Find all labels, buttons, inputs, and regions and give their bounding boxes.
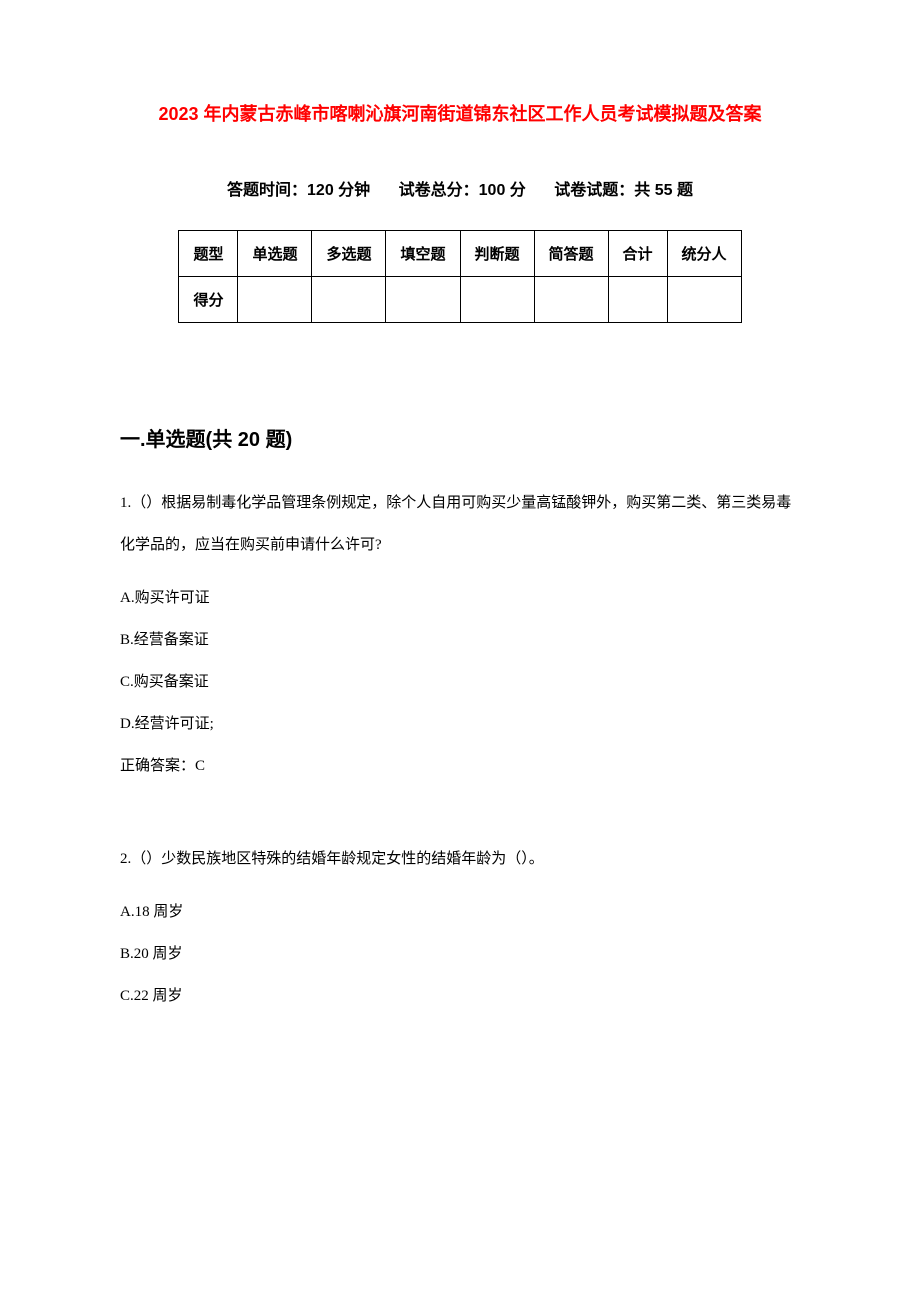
question-option: D.经营许可证; [120,712,800,736]
header-row-label: 题型 [179,231,238,277]
column-header: 多选题 [312,231,386,277]
document-title: 2023 年内蒙古赤峰市喀喇沁旗河南街道锦东社区工作人员考试模拟题及答案 [120,100,800,126]
question-option: B.经营备案证 [120,628,800,652]
question-count-label: 试卷试题：共 55 题 [554,182,693,199]
score-cell [312,277,386,323]
table-header-row: 题型 单选题 多选题 填空题 判断题 简答题 合计 统分人 [179,231,741,277]
score-cell [608,277,667,323]
question-option: A.购买许可证 [120,586,800,610]
column-header: 简答题 [534,231,608,277]
column-header: 统分人 [667,231,741,277]
question-option: C.22 周岁 [120,984,800,1008]
score-cell [386,277,460,323]
column-header: 判断题 [460,231,534,277]
score-cell [534,277,608,323]
table-score-row: 得分 [179,277,741,323]
question-text: 1.（）根据易制毒化学品管理条例规定，除个人自用可购买少量高锰酸钾外，购买第二类… [120,482,800,566]
question-number: 1. [120,495,131,511]
question-option: B.20 周岁 [120,942,800,966]
score-cell [460,277,534,323]
time-label: 答题时间：120 分钟 [227,182,370,199]
score-table: 题型 单选题 多选题 填空题 判断题 简答题 合计 统分人 得分 [178,230,741,323]
column-header: 填空题 [386,231,460,277]
question-body: （）少数民族地区特殊的结婚年龄规定女性的结婚年龄为（）。 [131,851,544,867]
score-cell [667,277,741,323]
column-header: 单选题 [238,231,312,277]
question-text: 2.（）少数民族地区特殊的结婚年龄规定女性的结婚年龄为（）。 [120,838,800,880]
score-cell [238,277,312,323]
question-option: C.购买备案证 [120,670,800,694]
document-subtitle: 答题时间：120 分钟 试卷总分：100 分 试卷试题：共 55 题 [120,176,800,200]
score-row-label: 得分 [179,277,238,323]
question-number: 2. [120,851,131,867]
question-body: （）根据易制毒化学品管理条例规定，除个人自用可购买少量高锰酸钾外，购买第二类、第… [120,495,791,553]
question-block: 2.（）少数民族地区特殊的结婚年龄规定女性的结婚年龄为（）。 A.18 周岁 B… [120,838,800,1008]
section-heading: 一.单选题(共 20 题) [120,423,800,452]
question-answer: 正确答案：C [120,754,800,778]
total-score-label: 试卷总分：100 分 [399,182,526,199]
question-option: A.18 周岁 [120,900,800,924]
column-header: 合计 [608,231,667,277]
question-block: 1.（）根据易制毒化学品管理条例规定，除个人自用可购买少量高锰酸钾外，购买第二类… [120,482,800,778]
